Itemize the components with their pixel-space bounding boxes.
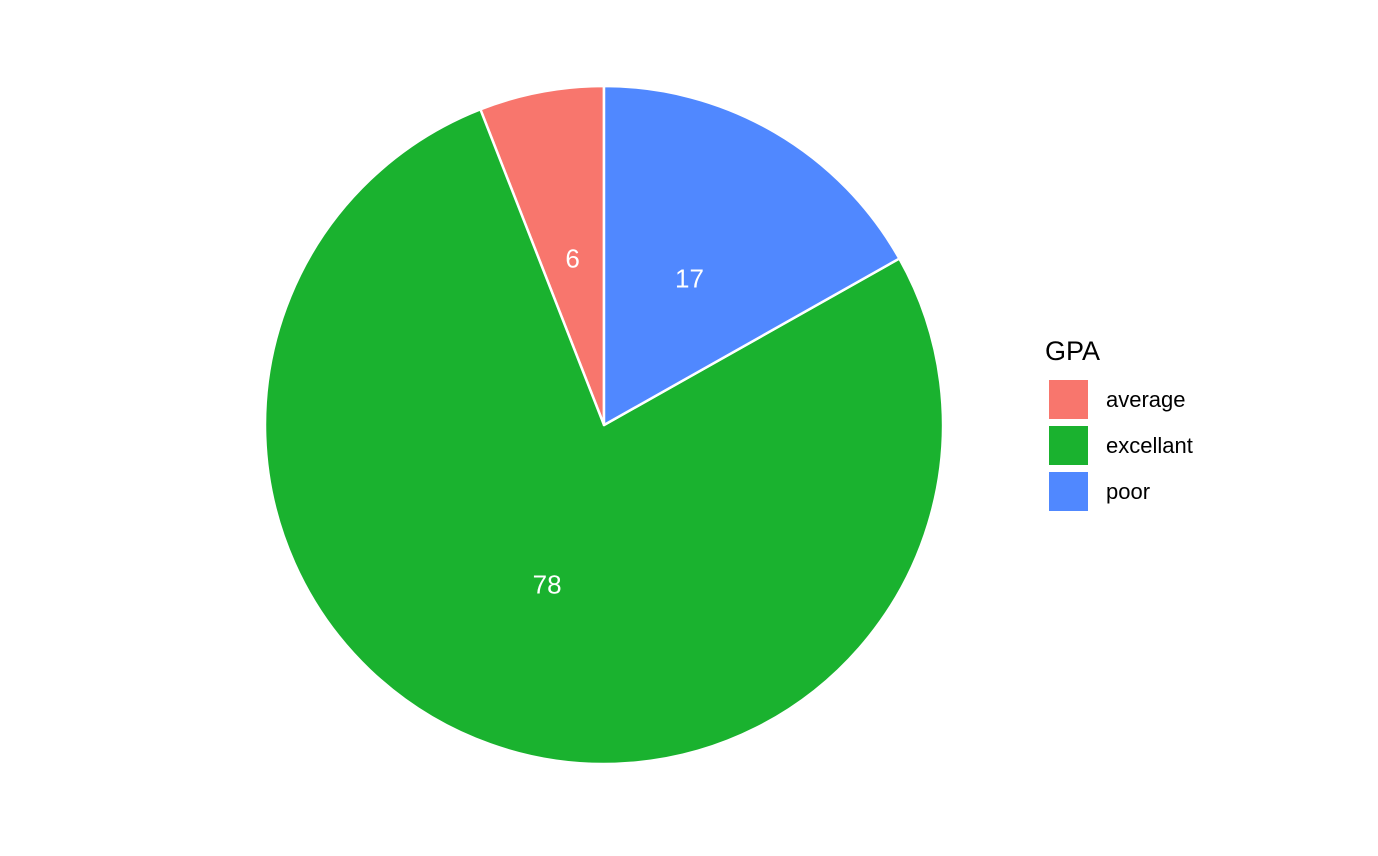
legend-label-poor: poor	[1106, 479, 1150, 504]
pie-slice-excellant	[263, 108, 945, 766]
legend-label-average: average	[1106, 387, 1186, 412]
legend-label-excellant: excellant	[1106, 433, 1193, 458]
slice-label-excellant: 78	[533, 570, 562, 600]
pie-slices	[263, 84, 945, 766]
legend-key-excellant	[1049, 426, 1088, 465]
legend: GPA average excellant poor	[1045, 336, 1193, 511]
legend-key-average	[1049, 380, 1088, 419]
pie-slice-poor	[602, 84, 901, 427]
slice-label-average: 6	[565, 243, 579, 273]
slice-label-poor: 17	[675, 264, 704, 294]
pie-slice-labels: 6 78 17	[533, 243, 704, 599]
legend-items: average excellant poor	[1049, 380, 1193, 511]
legend-key-poor	[1049, 472, 1088, 511]
legend-title: GPA	[1045, 336, 1100, 366]
pie-slice-average	[479, 84, 606, 427]
